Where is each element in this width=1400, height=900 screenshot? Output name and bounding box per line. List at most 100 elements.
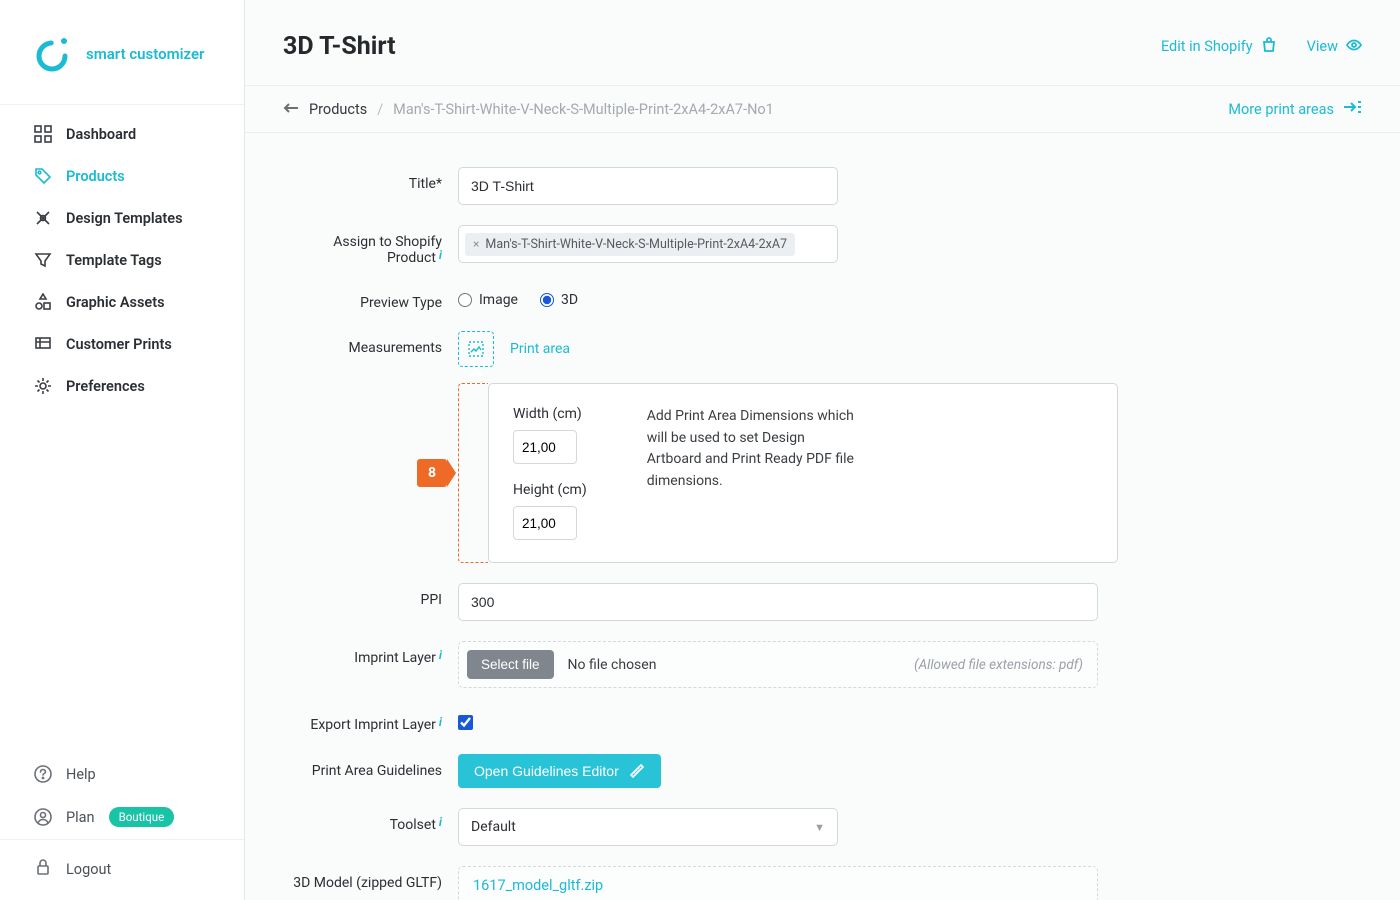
- print-area-tab[interactable]: [458, 331, 494, 367]
- label-export-imprint: Export Imprint Layeri: [283, 708, 458, 734]
- link-label: More print areas: [1228, 101, 1334, 118]
- radio-image[interactable]: Image: [458, 292, 518, 308]
- label-text: Imprint Layer: [354, 650, 436, 666]
- label-guidelines: Print Area Guidelines: [283, 754, 458, 788]
- sidebar-item-label: Dashboard: [66, 126, 136, 143]
- height-input[interactable]: [513, 506, 577, 540]
- filter-icon: [34, 251, 52, 269]
- product-chip[interactable]: ×Man's-T-Shirt-White-V-Neck-S-Multiple-P…: [465, 233, 795, 256]
- more-print-areas-link[interactable]: More print areas: [1228, 100, 1362, 118]
- measurements-tabs: Print area: [458, 331, 1118, 367]
- sidebar-bottom: Help Plan Boutique Logout: [0, 743, 244, 900]
- back-icon[interactable]: [283, 101, 299, 118]
- link-label: View: [1307, 38, 1338, 55]
- step-indicator: 8: [458, 383, 488, 563]
- row-title: Title*: [283, 157, 1362, 215]
- sidebar-item-label: Design Templates: [66, 210, 183, 227]
- width-input[interactable]: [513, 430, 577, 464]
- row-guidelines: Print Area Guidelines Open Guidelines Ed…: [283, 744, 1362, 798]
- row-assign: Assign to Shopify Producti ×Man's-T-Shir…: [283, 215, 1362, 276]
- sidebar-item-dashboard[interactable]: Dashboard: [0, 113, 244, 155]
- info-icon[interactable]: i: [439, 815, 442, 829]
- sidebar-item-logout[interactable]: Logout: [0, 839, 244, 900]
- view-link[interactable]: View: [1307, 37, 1362, 57]
- step-badge: 8: [417, 459, 447, 487]
- ppi-input[interactable]: [458, 583, 1098, 621]
- row-preview-type: Preview Type Image 3D: [283, 276, 1362, 321]
- imprint-file-row: Select file No file chosen (Allowed file…: [458, 641, 1098, 688]
- lock-icon: [34, 858, 52, 880]
- info-icon[interactable]: i: [439, 248, 442, 262]
- title-input[interactable]: [458, 167, 838, 205]
- breadcrumb-root[interactable]: Products: [309, 101, 367, 118]
- file-hint: (Allowed file extensions: pdf): [914, 657, 1083, 673]
- sidebar-item-preferences[interactable]: Preferences: [0, 365, 244, 407]
- brand-block: smart customizer: [0, 0, 244, 104]
- sidebar-item-template-tags[interactable]: Template Tags: [0, 239, 244, 281]
- breadcrumb-sep: /: [377, 101, 383, 118]
- breadcrumb-bar: Products / Man's-T-Shirt-White-V-Neck-S-…: [245, 85, 1400, 133]
- breadcrumb-current: Man's-T-Shirt-White-V-Neck-S-Multiple-Pr…: [393, 101, 774, 118]
- chip-remove-icon[interactable]: ×: [473, 237, 479, 251]
- model-filename[interactable]: 1617_model_gltf.zip: [473, 877, 1083, 894]
- chevron-down-icon: ▼: [814, 821, 825, 834]
- row-meas-panel: 8 Width (cm) Height (cm): [283, 377, 1362, 573]
- label-measurements: Measurements: [283, 331, 458, 367]
- sidebar-item-label: Plan: [66, 809, 95, 826]
- select-file-button[interactable]: Select file: [467, 650, 554, 679]
- form-area: Title* Assign to Shopify Producti ×Man's…: [245, 133, 1400, 900]
- row-ppi: PPI: [283, 573, 1362, 631]
- brand-name: smart customizer: [86, 45, 204, 63]
- shapes-icon: [34, 293, 52, 311]
- measurements-panel: Width (cm) Height (cm) Add Print Area Di…: [488, 383, 1118, 563]
- label-text: Assign to Shopify Product: [333, 234, 442, 266]
- width-label: Width (cm): [513, 406, 587, 422]
- sidebar-item-label: Preferences: [66, 378, 145, 395]
- open-guidelines-button[interactable]: Open Guidelines Editor: [458, 754, 661, 788]
- edit-in-shopify-link[interactable]: Edit in Shopify: [1161, 37, 1277, 57]
- preview-type-radios: Image 3D: [458, 286, 1118, 308]
- label-assign: Assign to Shopify Producti: [283, 225, 458, 266]
- info-icon[interactable]: i: [439, 715, 442, 729]
- ruler-icon: [629, 763, 645, 779]
- main-content: 3D T-Shirt Edit in Shopify View Products…: [245, 0, 1400, 900]
- header-actions: Edit in Shopify View: [1161, 37, 1362, 57]
- assign-product-field[interactable]: ×Man's-T-Shirt-White-V-Neck-S-Multiple-P…: [458, 225, 838, 263]
- height-label: Height (cm): [513, 482, 587, 498]
- sidebar: smart customizer Dashboard Products Desi…: [0, 0, 245, 900]
- page-header: 3D T-Shirt Edit in Shopify View: [245, 0, 1400, 85]
- user-icon: [34, 808, 52, 826]
- sidebar-item-customer-prints[interactable]: Customer Prints: [0, 323, 244, 365]
- link-label: Edit in Shopify: [1161, 38, 1253, 55]
- sidebar-item-design-templates[interactable]: Design Templates: [0, 197, 244, 239]
- plan-pill: Boutique: [109, 807, 175, 827]
- print-area-label: Print area: [510, 341, 570, 357]
- label-title: Title*: [283, 167, 458, 205]
- sidebar-nav: Dashboard Products Design Templates Temp…: [0, 104, 244, 415]
- sidebar-item-plan[interactable]: Plan Boutique: [0, 795, 244, 839]
- row-imprint: Imprint Layeri Select file No file chose…: [283, 631, 1362, 698]
- model-box: 1617_model_gltf.zip Delete Change Select…: [458, 866, 1098, 900]
- radio-3d[interactable]: 3D: [540, 292, 578, 308]
- sidebar-item-help[interactable]: Help: [0, 753, 244, 795]
- height-field: Height (cm): [513, 482, 587, 540]
- label-ppi: PPI: [283, 583, 458, 621]
- label-text: Toolset: [390, 817, 436, 833]
- info-icon[interactable]: i: [439, 648, 442, 662]
- sidebar-item-products[interactable]: Products: [0, 155, 244, 197]
- sidebar-item-label: Template Tags: [66, 252, 162, 269]
- tag-icon: [34, 167, 52, 185]
- radio-label: Image: [479, 292, 518, 308]
- row-toolset: Toolseti Default ▼: [283, 798, 1362, 856]
- breadcrumb: Products / Man's-T-Shirt-White-V-Neck-S-…: [283, 101, 774, 118]
- page-title: 3D T-Shirt: [283, 32, 396, 61]
- file-status: No file chosen: [568, 657, 657, 673]
- toolset-select[interactable]: Default ▼: [458, 808, 838, 846]
- row-measurements: Measurements Print area: [283, 321, 1362, 377]
- radio-3d-input[interactable]: [540, 293, 554, 307]
- radio-image-input[interactable]: [458, 293, 472, 307]
- design-templates-icon: [34, 209, 52, 227]
- sidebar-item-graphic-assets[interactable]: Graphic Assets: [0, 281, 244, 323]
- export-imprint-checkbox[interactable]: [458, 715, 473, 730]
- radio-label: 3D: [561, 292, 578, 308]
